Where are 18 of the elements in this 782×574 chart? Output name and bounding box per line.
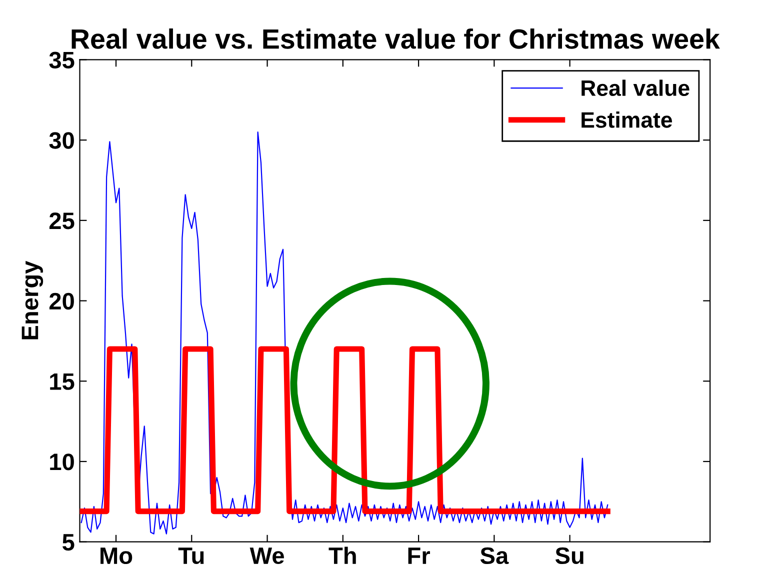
x-tick-label: Su (555, 547, 584, 564)
x-tick-label: We (250, 548, 284, 564)
y-tick-label: 15 (50, 373, 74, 390)
y-tick-label: 25 (49, 212, 74, 230)
y-axis-title: Energy (22, 260, 44, 340)
chart-title: Real value vs. Estimate value for Christmas week (72, 28, 720, 49)
x-tick-label: Th (328, 546, 356, 564)
x-tick-label: Mo (100, 548, 132, 564)
legend-label: Real value (582, 80, 690, 96)
x-tick-label: Tu (178, 548, 204, 564)
x-tick-label: Sa (480, 547, 509, 564)
x-tick-label: Fr (408, 548, 430, 564)
y-tick-label: 5 (62, 534, 74, 551)
y-tick-label: 35 (49, 52, 74, 69)
y-tick-label: 30 (49, 132, 74, 149)
legend-label: Estimate (582, 112, 672, 128)
y-tick-label: 10 (50, 454, 74, 470)
y-tick-label: 20 (49, 292, 74, 310)
